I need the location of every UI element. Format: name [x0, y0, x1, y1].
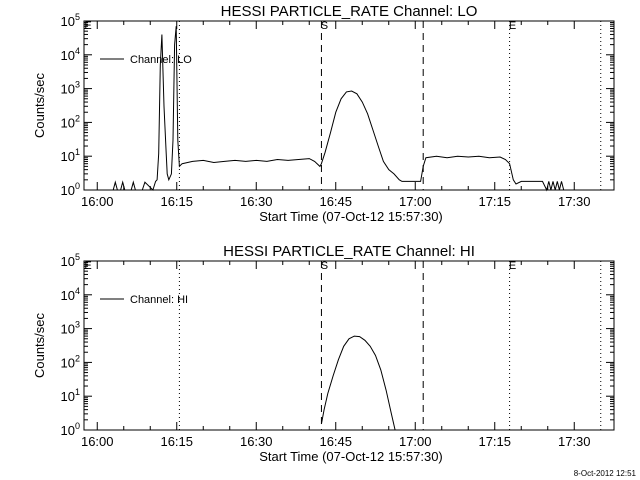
x-tick-label: 17:30	[558, 194, 591, 209]
x-tick-label: 16:30	[240, 194, 273, 209]
chart-panel-2: HESSI PARTICLE_RATE Channel: HI 16:00 16:1…	[32, 243, 615, 464]
event-marker-label: E	[84, 260, 91, 272]
event-marker-label: S	[321, 20, 328, 32]
y-tick-label: 105	[61, 252, 80, 269]
y-tick-label: 101	[61, 147, 80, 164]
y-tick-label: 102	[61, 353, 80, 370]
chart-title: HESSI PARTICLE_RATE Channel: LO	[221, 3, 478, 20]
y-axis-label: Counts/sec	[32, 72, 47, 138]
y-tick-label: 100	[61, 181, 80, 198]
event-marker-label: E	[509, 20, 516, 32]
chart-panel-1: HESSI PARTICLE_RATE Channel: LO 16:00 16:1…	[32, 3, 615, 224]
x-tick-label: 17:15	[478, 194, 511, 209]
x-tick-label: 16:45	[319, 434, 352, 449]
x-tick-label: 16:00	[81, 434, 114, 449]
y-axis-label: Counts/sec	[32, 312, 47, 378]
y-tick-label: 105	[61, 12, 80, 29]
y-tick-label: 104	[61, 286, 80, 303]
x-tick-label: 17:15	[478, 434, 511, 449]
event-marker-label: E	[84, 20, 91, 32]
x-tick-label: 16:15	[160, 194, 193, 209]
y-tick-label: 100	[61, 421, 80, 438]
x-tick-label: 16:15	[160, 434, 193, 449]
legend-label: Channel: LO	[130, 54, 192, 66]
x-axis-label: Start Time (07-Oct-12 15:57:30)	[259, 209, 443, 224]
y-tick-label: 103	[61, 320, 80, 337]
x-tick-label: 16:00	[81, 194, 114, 209]
x-tick-label: 17:30	[558, 434, 591, 449]
y-tick-label: 101	[61, 387, 80, 404]
event-marker-label: E	[509, 260, 516, 272]
plot-frame	[83, 20, 615, 191]
x-tick-label: 16:45	[319, 194, 352, 209]
timestamp-text: 8-Oct-2012 12:51	[574, 469, 637, 478]
series-line	[320, 335, 396, 431]
event-marker-label: S	[321, 260, 328, 272]
x-tick-label: 16:30	[240, 434, 273, 449]
series-line	[112, 26, 565, 192]
chart-title: HESSI PARTICLE_RATE Channel: HI	[223, 243, 475, 260]
y-tick-label: 104	[61, 46, 80, 63]
x-tick-label: 17:00	[399, 434, 432, 449]
legend-label: Channel: HI	[130, 294, 188, 306]
plot-frame	[83, 260, 615, 431]
x-axis-label: Start Time (07-Oct-12 15:57:30)	[259, 449, 443, 464]
y-tick-label: 102	[61, 113, 80, 130]
x-tick-label: 17:00	[399, 194, 432, 209]
y-tick-label: 103	[61, 80, 80, 97]
